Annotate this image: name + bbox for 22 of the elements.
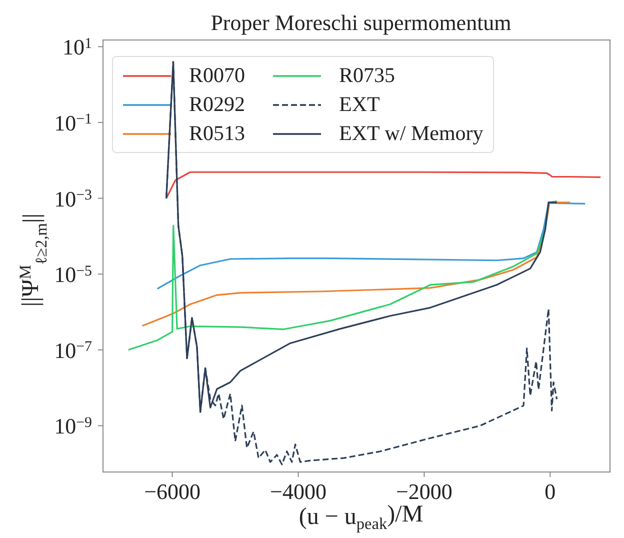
x-tick-label: −2000 [396, 479, 452, 504]
y-tick-label: 10$^{−5}$ [54, 262, 92, 288]
legend-label: R0292 [189, 92, 246, 117]
line-series [142, 202, 571, 327]
legend-label: R0735 [339, 63, 396, 88]
y-tick-label: 10$^{−1}$ [54, 110, 92, 136]
line-series [156, 202, 586, 290]
legend-label: EXT [339, 92, 380, 117]
chart-title: Proper Moreschi supermomentum [210, 10, 512, 35]
legend-label: EXT w/ Memory [339, 121, 484, 146]
x-tick-label: −6000 [144, 479, 200, 504]
x-axis-title: (u − u$_{peak}$)/M [298, 502, 424, 533]
y-tick-label: 10$^{−9}$ [54, 414, 92, 439]
y-tick-label: 10$^{−7}$ [54, 338, 93, 363]
y-tick-label: 10$^{1}$ [62, 34, 92, 60]
legend-label: R0513 [189, 121, 246, 146]
y-tick-label: 10$^{−3}$ [54, 186, 92, 212]
line-series [128, 200, 558, 351]
legend-label: R0070 [189, 63, 246, 88]
x-tick-label: −4000 [270, 479, 326, 504]
x-tick-label: 0 [544, 479, 556, 504]
line-series [165, 171, 602, 200]
